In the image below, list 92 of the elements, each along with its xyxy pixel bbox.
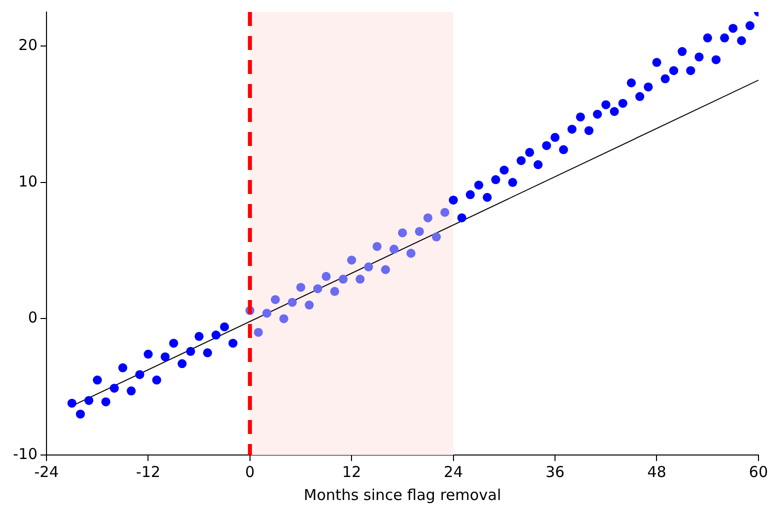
point — [500, 166, 509, 175]
point — [669, 66, 678, 76]
point — [474, 180, 484, 190]
x-axis-title: Months since flag removal — [304, 486, 502, 504]
x-tick-label: -12 — [136, 462, 160, 481]
point — [381, 265, 390, 274]
point — [406, 248, 416, 258]
point — [135, 370, 144, 380]
point — [448, 196, 458, 205]
point — [194, 332, 204, 341]
point — [92, 376, 102, 385]
point — [296, 282, 306, 292]
point — [288, 298, 297, 307]
point — [347, 256, 356, 265]
point — [618, 98, 628, 108]
point — [635, 92, 644, 102]
point — [203, 348, 212, 358]
point — [160, 352, 170, 362]
point — [592, 110, 602, 119]
point — [313, 284, 322, 294]
point — [152, 376, 162, 385]
point — [745, 21, 754, 30]
y-tick-label: -10 — [13, 444, 38, 463]
point — [694, 52, 704, 62]
point — [626, 78, 636, 88]
point — [686, 66, 696, 76]
point — [398, 228, 407, 238]
point — [432, 232, 441, 242]
x-tick-label: 24 — [444, 462, 463, 481]
point — [364, 262, 374, 272]
point — [126, 386, 136, 396]
y-tick-label: 0 — [28, 308, 38, 327]
point — [356, 274, 365, 284]
point — [601, 100, 610, 110]
point — [414, 226, 424, 236]
point — [576, 112, 585, 122]
y-tick-label: 20 — [18, 36, 38, 54]
point — [76, 410, 85, 419]
point — [144, 350, 153, 359]
point — [322, 272, 331, 281]
x-tick-label: 48 — [647, 462, 666, 481]
x-tick-label: 36 — [545, 462, 565, 481]
point — [567, 124, 576, 134]
point — [254, 328, 263, 337]
point — [457, 213, 466, 222]
point — [737, 36, 746, 46]
point — [678, 47, 687, 56]
point — [228, 338, 238, 348]
point — [169, 338, 178, 348]
point — [67, 398, 76, 408]
point — [101, 397, 110, 406]
point — [178, 359, 187, 368]
point — [220, 322, 229, 332]
point — [525, 148, 534, 157]
point — [712, 55, 721, 64]
point — [703, 33, 712, 42]
point — [534, 160, 543, 170]
x-tick-label: 0 — [245, 462, 255, 481]
point — [728, 24, 738, 33]
point — [330, 286, 340, 296]
point — [516, 156, 526, 166]
y-tick-label: 10 — [18, 172, 38, 190]
point — [118, 363, 128, 372]
point — [660, 74, 670, 84]
point — [279, 314, 288, 324]
point — [423, 213, 432, 222]
point — [440, 208, 450, 217]
point — [186, 346, 196, 356]
x-tick-label: 12 — [342, 462, 362, 481]
point — [720, 33, 730, 42]
point — [262, 308, 272, 318]
x-tick-label: -24 — [34, 462, 59, 481]
point — [584, 126, 594, 136]
point — [338, 274, 348, 284]
point — [110, 384, 119, 393]
point — [372, 242, 382, 251]
point — [644, 82, 653, 92]
point — [84, 396, 94, 405]
point — [508, 178, 518, 187]
point — [466, 190, 475, 200]
point — [542, 141, 552, 150]
point — [482, 192, 492, 202]
point — [491, 175, 500, 184]
point — [304, 300, 314, 310]
point — [559, 145, 568, 154]
point — [212, 330, 221, 340]
point — [610, 107, 619, 116]
point — [390, 244, 399, 254]
point — [550, 132, 560, 142]
point — [652, 58, 662, 67]
point — [270, 295, 280, 304]
x-tick-label: 60 — [748, 462, 768, 481]
